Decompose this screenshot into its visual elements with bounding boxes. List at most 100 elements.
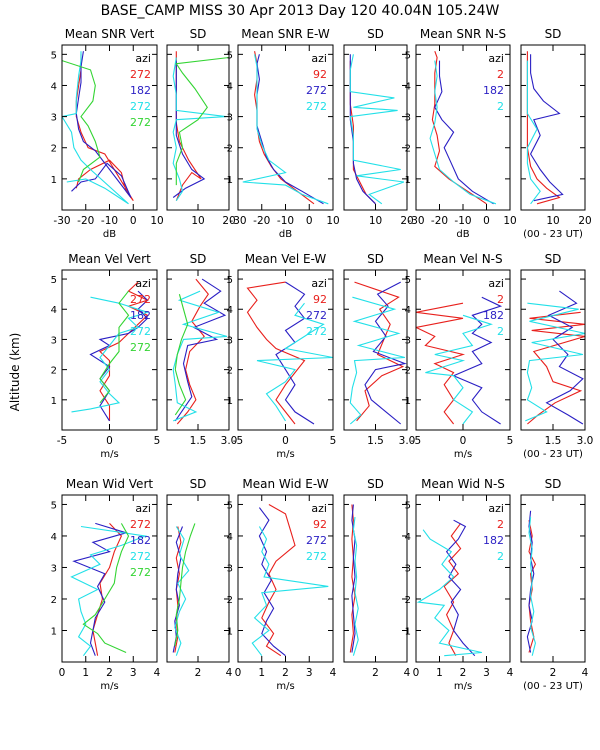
series-line-blue xyxy=(529,54,564,202)
series-group xyxy=(349,54,405,205)
x-tick-label: 2 xyxy=(195,667,202,679)
series-line-cyan xyxy=(425,314,493,425)
x-tick-label: 10 xyxy=(191,215,204,227)
x-tick-label: 10 xyxy=(369,215,382,227)
panel-13: Mean Wid Vert 1 2 3 4 5 0 1 2 3 4 m/s azi 272 182 272 27… xyxy=(51,477,161,692)
legend-entry-blue: 272 xyxy=(306,309,327,322)
series-group xyxy=(416,296,503,425)
legend-entry-cyan: 272 xyxy=(130,100,151,113)
series-group xyxy=(525,290,585,425)
panel-2: SD 10 20 xyxy=(166,27,236,227)
series-line-cyan xyxy=(349,54,405,205)
x-tick-label: 20 xyxy=(400,215,413,227)
y-tick-label: 5 xyxy=(405,500,411,511)
series-line-cyan xyxy=(525,302,585,422)
y-tick-label: 5 xyxy=(405,275,411,286)
x-tick-label: 10 xyxy=(150,215,163,227)
y-tick-label: 4 xyxy=(51,81,57,92)
series-line-red xyxy=(528,520,537,653)
legend-entry-blue: 272 xyxy=(306,534,327,547)
y-tick-label: 3 xyxy=(405,335,411,346)
x-tick-label: 4 xyxy=(226,667,233,679)
x-tick-label: -20 xyxy=(253,215,270,227)
x-axis-label: m/s xyxy=(454,681,472,692)
x-axis-label: m/s xyxy=(100,681,118,692)
panel-11: Mean Vel N-S 1 2 3 4 5 -5 0 5 m/s azi 2 182 2 xyxy=(405,252,514,460)
series-line-red xyxy=(261,504,296,657)
panel-title: Mean Wid E-W xyxy=(242,477,328,491)
series-line-green xyxy=(99,290,130,404)
y-tick-label: 2 xyxy=(51,366,57,377)
series-line-cyan xyxy=(349,296,406,425)
panel-title: SD xyxy=(367,27,384,41)
x-tick-label: 1 xyxy=(82,667,89,679)
legend-entry-red: 92 xyxy=(313,68,327,81)
y-tick-label: 5 xyxy=(405,50,411,61)
panel-frame xyxy=(166,269,230,431)
x-axis-label: m/s xyxy=(454,449,472,460)
y-tick-label: 3 xyxy=(51,563,57,574)
panel-8: SD 1.5 3.0 xyxy=(166,252,237,447)
x-tick-label: 1.5 xyxy=(190,435,207,447)
series-group xyxy=(246,281,333,425)
panel-title: SD xyxy=(190,252,207,266)
series-line-red xyxy=(75,54,134,202)
series-line-blue xyxy=(172,526,184,653)
y-tick-label: 5 xyxy=(227,275,233,286)
legend-entry-blue: 182 xyxy=(130,84,151,97)
series-line-green xyxy=(62,60,101,183)
series-group xyxy=(526,51,564,205)
y-tick-label: 2 xyxy=(227,366,233,377)
x-tick-label: 5 xyxy=(330,435,337,447)
y-tick-label: 3 xyxy=(405,113,411,124)
x-tick-label: -30 xyxy=(407,215,424,227)
x-tick-label: 20 xyxy=(578,215,591,227)
y-tick-label: 3 xyxy=(227,113,233,124)
legend-entry-blue: 182 xyxy=(483,309,504,322)
legend-header: azi xyxy=(135,52,151,65)
series-group xyxy=(526,510,537,656)
legend-entry-red: 92 xyxy=(313,293,327,306)
series-group xyxy=(70,522,148,657)
x-tick-label: 10 xyxy=(546,215,559,227)
panel-title: SD xyxy=(367,252,384,266)
y-tick-label: 3 xyxy=(405,563,411,574)
series-line-cyan xyxy=(242,54,329,205)
x-axis-label: m/s xyxy=(276,449,294,460)
series-line-blue xyxy=(364,281,407,425)
legend-header: azi xyxy=(488,52,504,65)
panel-title: SD xyxy=(545,477,562,491)
series-group xyxy=(251,504,329,657)
panel-title: SD xyxy=(545,27,562,41)
x-tick-label: 1 xyxy=(436,667,443,679)
legend-header: azi xyxy=(135,277,151,290)
legend-entry-green: 272 xyxy=(130,566,151,579)
y-tick-label: 4 xyxy=(405,305,411,316)
series-line-blue xyxy=(172,60,206,198)
y-tick-label: 3 xyxy=(227,563,233,574)
x-tick-label: 10 xyxy=(326,215,339,227)
legend-header: azi xyxy=(488,277,504,290)
x-tick-label: 0 xyxy=(106,435,113,447)
panel-5: Mean SNR N-S 1 2 3 4 5 -30 -20 -10 0 10 dB azi 2 182 2 xyxy=(405,27,517,240)
x-tick-label: 0 xyxy=(235,667,242,679)
y-tick-label: 5 xyxy=(51,275,57,286)
series-line-red xyxy=(176,278,209,425)
series-line-red xyxy=(431,51,487,205)
legend-entry-red: 2 xyxy=(497,68,504,81)
y-tick-label: 2 xyxy=(51,144,57,155)
series-line-blue xyxy=(349,54,376,205)
x-tick-label: 0 xyxy=(130,215,137,227)
x-tick-label: -20 xyxy=(77,215,94,227)
x-tick-label: 3 xyxy=(130,667,137,679)
x-tick-label: 1.5 xyxy=(367,435,384,447)
series-line-green xyxy=(175,56,229,186)
series-group xyxy=(349,504,359,656)
legend-header: azi xyxy=(311,502,327,515)
series-line-blue xyxy=(452,296,503,425)
panel-title: SD xyxy=(190,27,207,41)
x-axis-label: dB xyxy=(103,229,116,240)
x-tick-label: -10 xyxy=(101,215,118,227)
series-line-green xyxy=(174,523,196,647)
